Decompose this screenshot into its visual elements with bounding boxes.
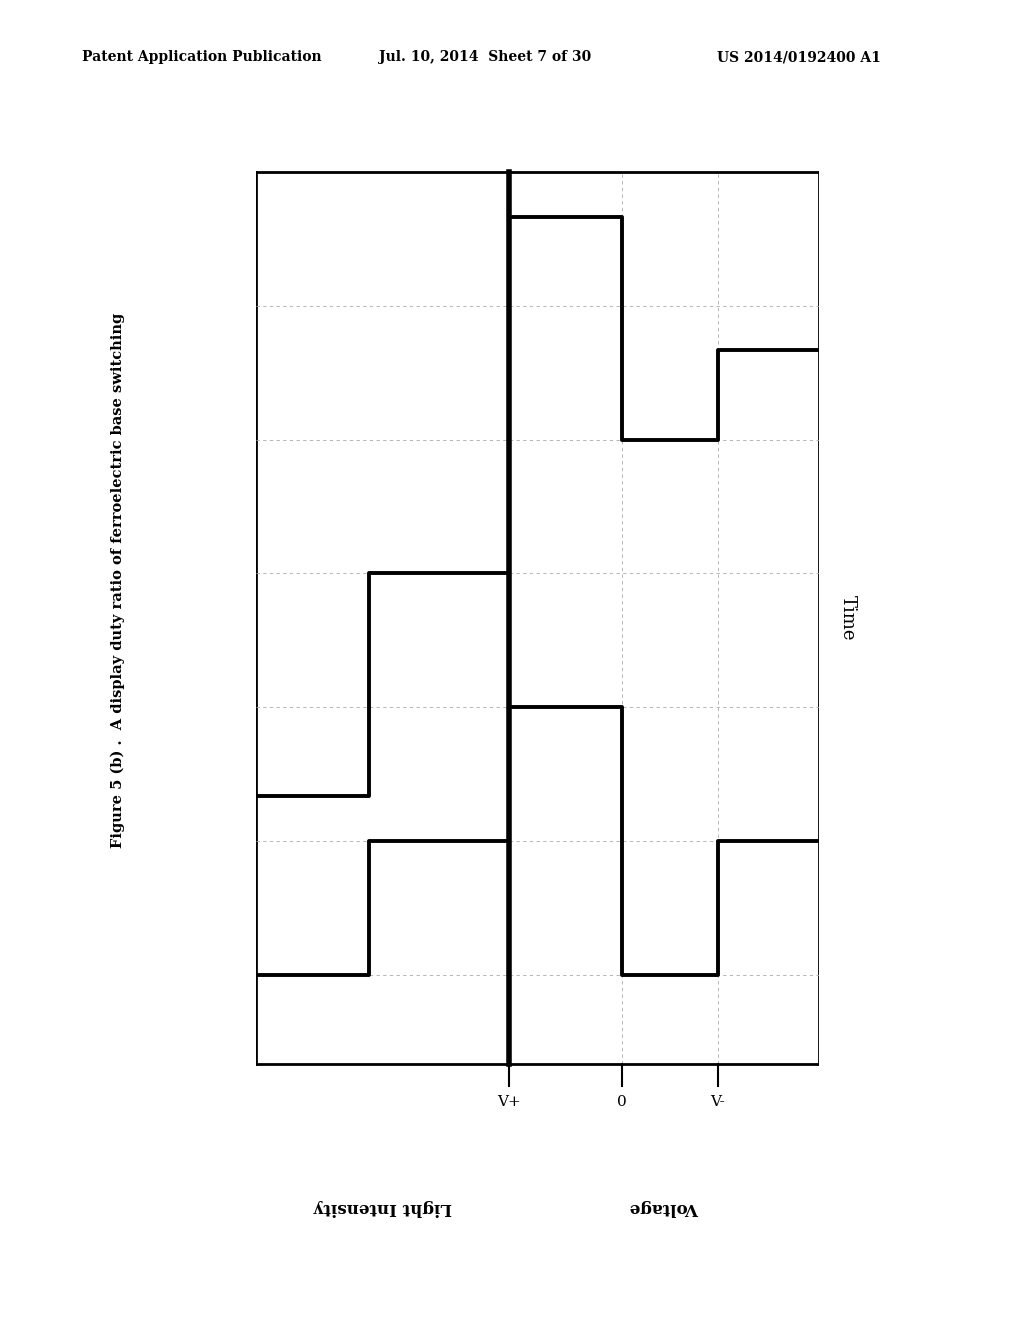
Text: 0: 0	[617, 1096, 627, 1109]
Text: V-: V-	[711, 1096, 725, 1109]
Text: Light Intensity: Light Intensity	[313, 1200, 452, 1216]
Text: V+: V+	[498, 1096, 521, 1109]
Text: Figure 5 (b) .  A display duty ratio of ferroelectric base switching: Figure 5 (b) . A display duty ratio of f…	[111, 313, 125, 849]
Text: US 2014/0192400 A1: US 2014/0192400 A1	[717, 50, 881, 65]
Text: Voltage: Voltage	[630, 1200, 699, 1216]
Text: Jul. 10, 2014  Sheet 7 of 30: Jul. 10, 2014 Sheet 7 of 30	[379, 50, 591, 65]
Text: Patent Application Publication: Patent Application Publication	[82, 50, 322, 65]
Text: Time: Time	[839, 595, 857, 640]
